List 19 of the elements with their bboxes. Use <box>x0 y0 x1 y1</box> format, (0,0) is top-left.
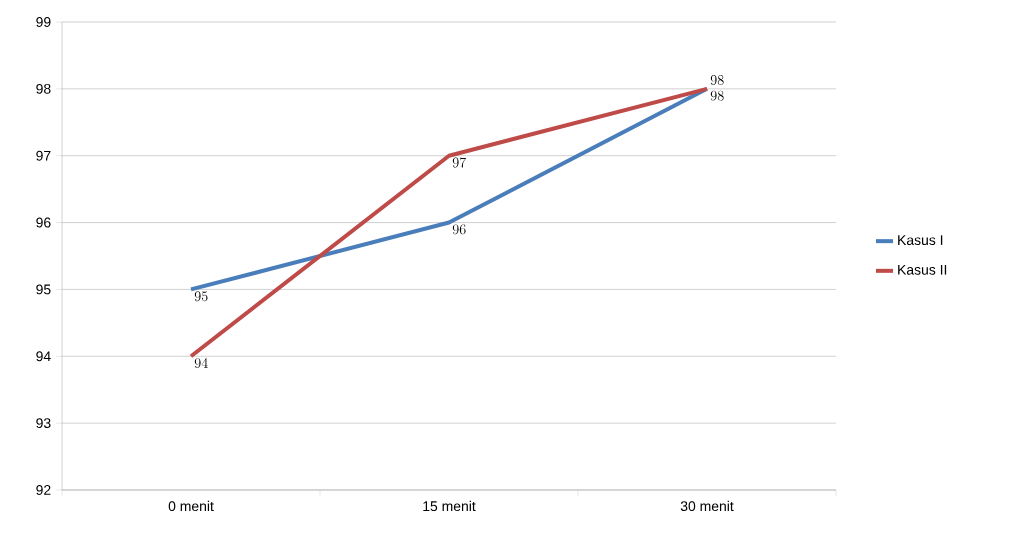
x-tick-label: 0 menit <box>168 500 214 512</box>
x-tick-label: 15 menit <box>423 500 476 512</box>
y-tick-label: 95 <box>36 284 51 295</box>
data-label: 98 <box>710 90 724 101</box>
y-tick-label: 93 <box>36 418 51 429</box>
data-label: 94 <box>194 358 208 369</box>
legend-label: Kasus I <box>898 235 943 246</box>
y-tick-label: 99 <box>36 17 51 27</box>
data-label: 96 <box>452 224 466 235</box>
legend-label: Kasus II <box>898 264 947 275</box>
data-label: 98 <box>710 75 724 85</box>
y-tick-label: 98 <box>36 83 51 94</box>
x-tick-label: 30 menit <box>680 500 734 512</box>
y-tick-label: 94 <box>36 351 51 362</box>
y-tick-label: 92 <box>36 485 51 495</box>
data-label: 95 <box>194 291 208 302</box>
y-tick-label: 97 <box>36 150 51 161</box>
y-tick-label: 96 <box>36 217 51 228</box>
data-label: 97 <box>452 157 467 168</box>
